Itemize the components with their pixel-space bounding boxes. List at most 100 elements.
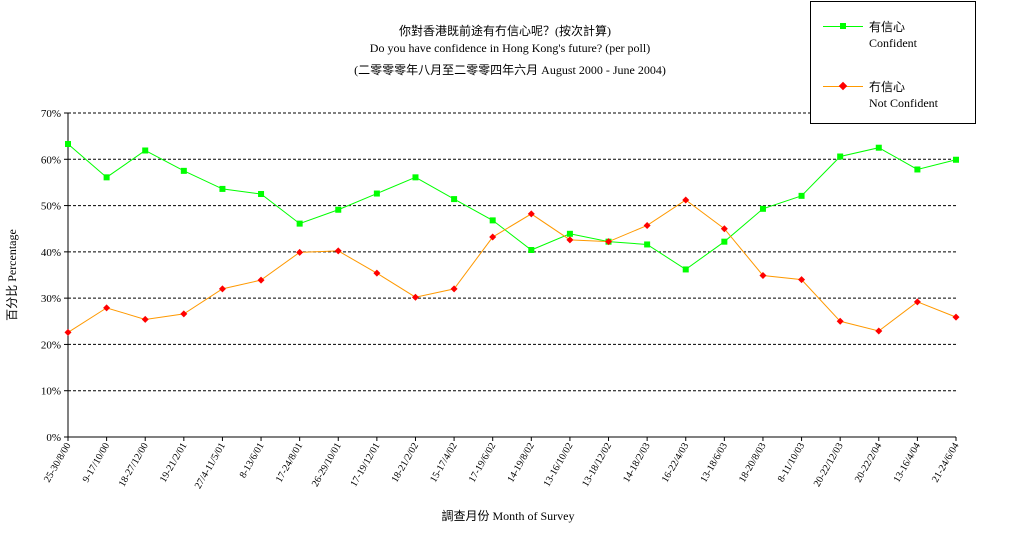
data-series — [64, 141, 960, 336]
not-confident-point — [218, 285, 226, 293]
confident-point — [373, 190, 380, 197]
not-confident-point — [720, 225, 728, 233]
x-tick-label: 18-21/2/02 — [390, 441, 421, 485]
chart-subtitle-period: (二零零零年八月至二零零四年六月 August 2000 - June 2004… — [354, 63, 666, 77]
not-confident-point — [605, 238, 613, 246]
not-confident-point — [334, 247, 342, 255]
x-tick-label: 27/4-11/5/01 — [193, 441, 228, 491]
not-confident-point — [180, 310, 188, 318]
x-tick-label: 17-24/8/01 — [274, 441, 305, 485]
confident-point — [759, 205, 766, 212]
x-tick-label: 8-11/10/03 — [776, 441, 807, 484]
x-tick-label: 25-30/8/00 — [42, 441, 73, 485]
confident-point — [566, 230, 573, 237]
y-tick-label: 0% — [46, 432, 61, 444]
x-tick-label: 13-18/6/03 — [698, 441, 729, 485]
x-tick-label: 15-17/4/02 — [428, 441, 459, 485]
not-confident-point — [489, 233, 497, 241]
y-tick-label: 10% — [41, 386, 61, 398]
legend: 有信心 Confident 冇信心 Not Confident — [810, 1, 976, 124]
x-tick-label: 14-18/2/03 — [621, 441, 652, 485]
square-marker-icon — [840, 23, 846, 29]
gridlines — [68, 112, 956, 392]
x-tick-label: 17-19/6/02 — [467, 441, 498, 485]
y-tick-labels: 0% 10% 20% 30% 40% 50% 60% 70% — [41, 108, 61, 444]
x-tick-label: 18-27/12/00 — [117, 441, 151, 489]
y-tick-label: 30% — [41, 293, 61, 305]
confident-point — [296, 220, 303, 227]
not-confident-point — [836, 317, 844, 325]
not-confident-point — [875, 327, 883, 335]
not-confident-point — [411, 293, 419, 301]
legend-label-zh: 有信心 — [869, 20, 906, 34]
confident-point — [335, 206, 342, 213]
x-tick-label: 20-22/12/03 — [812, 441, 846, 489]
x-tick-label: 8-13/6/01 — [238, 441, 267, 480]
legend-label-zh: 冇信心 — [869, 80, 906, 94]
not-confident-point — [566, 236, 574, 244]
confident-point — [837, 153, 844, 160]
x-tick-label: 16-22/4/03 — [660, 441, 691, 485]
x-tick-label: 13-16/4/04 — [892, 441, 923, 485]
x-tick-label: 9-17/10/00 — [81, 441, 112, 485]
x-tick-label: 21-24/6/04 — [930, 441, 961, 485]
x-tick-label: 14-19/8/02 — [505, 441, 536, 485]
not-confident-point — [913, 298, 921, 306]
chart-title-chinese: 你對香港既前途有冇信心呢？(按次計算) — [399, 24, 611, 38]
confident-point — [103, 174, 110, 181]
diamond-marker-icon — [838, 81, 848, 91]
legend-item-confident: 有信心 Confident — [811, 18, 975, 58]
not-confident-point — [759, 271, 767, 279]
not-confident-point — [103, 304, 111, 312]
x-tick-label: 19-21/2/01 — [158, 441, 189, 485]
x-tick-label: 17-19/12/01 — [348, 441, 382, 489]
not-confident-point — [527, 210, 535, 218]
x-axis-label: 調查月份 Month of Survey — [442, 509, 575, 523]
confident-point — [644, 241, 651, 248]
not-confident-series-line — [67, 199, 957, 333]
not-confident-point — [682, 196, 690, 204]
y-tick-label: 50% — [41, 201, 61, 213]
not-confident-point — [257, 276, 265, 284]
not-confident-point — [798, 276, 806, 284]
confident-point — [258, 191, 265, 197]
not-confident-point — [64, 328, 72, 336]
legend-label-en: Not Confident — [869, 96, 938, 110]
not-confident-point — [643, 221, 651, 229]
confident-point — [65, 141, 71, 148]
confident-point — [914, 166, 921, 173]
confident-point — [219, 185, 226, 192]
chart-title-english: Do you have confidence in Hong Kong's fu… — [369, 41, 651, 55]
not-confident-point — [952, 313, 960, 321]
confident-point — [412, 174, 419, 181]
not-confident-point — [450, 285, 458, 293]
confident-point — [528, 247, 535, 254]
not-confident-point — [296, 248, 304, 256]
x-tick-label: 13-16/10/02 — [542, 441, 576, 489]
confident-point — [953, 156, 959, 163]
confident-series-line — [67, 143, 957, 271]
x-tick-label: 13-18/12/02 — [580, 441, 614, 489]
confident-point — [875, 144, 882, 151]
y-axis-label: 百分比 Percentage — [5, 229, 19, 321]
confident-point — [489, 217, 496, 224]
confident-point — [180, 167, 187, 174]
confident-point — [451, 196, 458, 203]
x-tick-labels: 25-30/8/00 9-17/10/00 18-27/12/00 19-21/2/0… — [42, 441, 961, 491]
confident-point — [682, 266, 689, 273]
axes — [64, 112, 957, 441]
legend-item-not-confident: 冇信心 Not Confident — [811, 78, 975, 118]
not-confident-point — [373, 269, 381, 277]
confident-point — [721, 238, 728, 245]
y-tick-label: 40% — [41, 247, 61, 259]
y-tick-label: 20% — [41, 339, 61, 351]
confident-point — [798, 192, 805, 199]
y-tick-label: 60% — [41, 154, 61, 166]
x-tick-label: 26-29/10/01 — [310, 441, 344, 489]
not-confident-point — [141, 315, 149, 323]
y-tick-label: 70% — [41, 108, 61, 120]
x-tick-label: 20-22/2/04 — [853, 441, 884, 485]
legend-label-en: Confident — [869, 36, 917, 50]
x-tick-label: 18-20/8/03 — [737, 441, 768, 485]
